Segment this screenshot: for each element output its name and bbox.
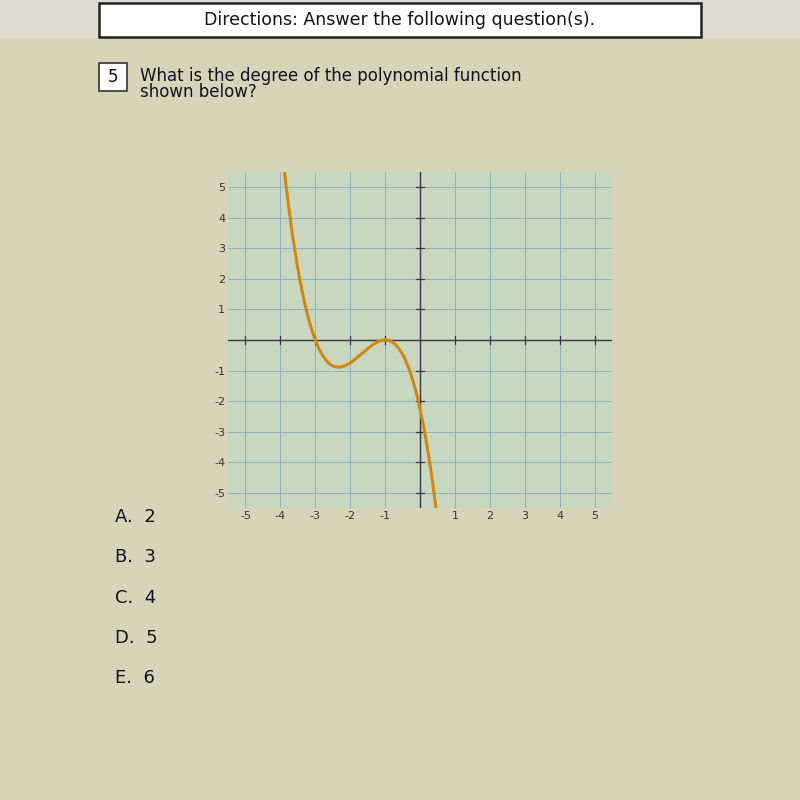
FancyBboxPatch shape <box>99 63 127 91</box>
Text: B.  3: B. 3 <box>115 548 156 566</box>
Text: What is the degree of the polynomial function: What is the degree of the polynomial fun… <box>140 67 522 85</box>
Bar <box>0 0 800 38</box>
Text: shown below?: shown below? <box>140 83 257 101</box>
Text: 5: 5 <box>108 68 118 86</box>
Text: E.  6: E. 6 <box>115 669 155 687</box>
Text: D.  5: D. 5 <box>115 629 158 647</box>
Text: Directions: Answer the following question(s).: Directions: Answer the following questio… <box>205 11 595 29</box>
FancyBboxPatch shape <box>99 3 701 37</box>
Text: C.  4: C. 4 <box>115 589 156 607</box>
Text: A.  2: A. 2 <box>115 508 156 526</box>
